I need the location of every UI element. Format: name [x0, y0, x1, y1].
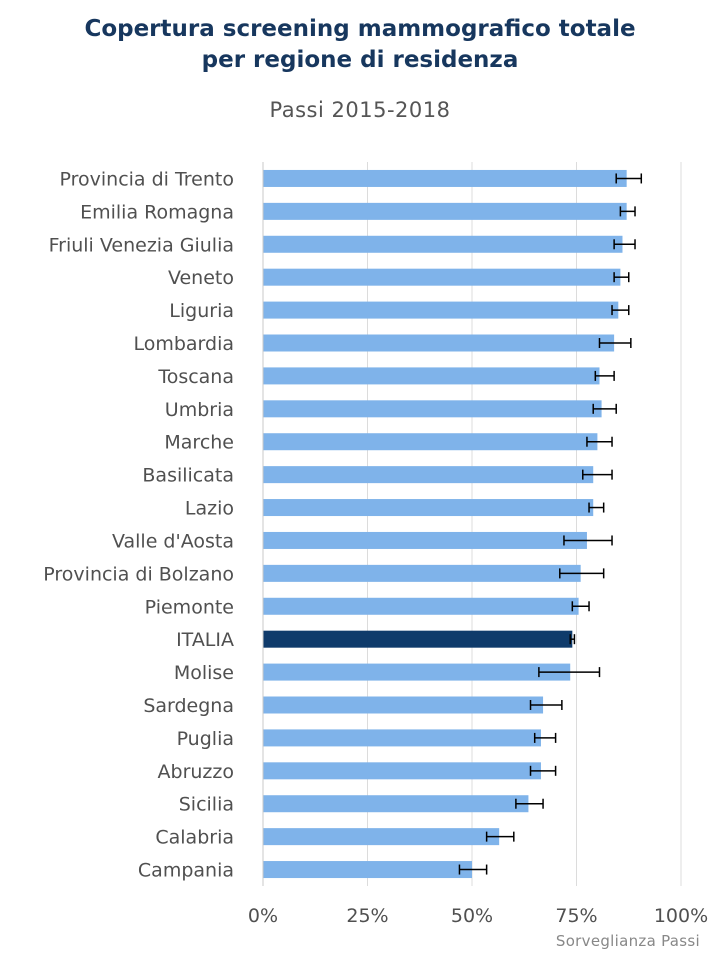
- bar-12: [263, 564, 581, 582]
- category-label: Toscana: [157, 366, 234, 388]
- bar-9: [263, 466, 594, 484]
- bar-18: [263, 762, 541, 780]
- category-label: Calabria: [155, 827, 234, 849]
- bar-17: [263, 729, 541, 747]
- category-label: Lazio: [185, 498, 234, 520]
- bar-8: [263, 433, 598, 451]
- category-label: Piemonte: [145, 596, 234, 618]
- bar-10: [263, 499, 594, 517]
- category-label: Liguria: [169, 300, 234, 322]
- category-label: Provincia di Bolzano: [43, 563, 234, 585]
- chart-title: Copertura screening mammografico totale …: [0, 14, 720, 76]
- category-label: Emilia Romagna: [80, 201, 234, 223]
- category-label: Molise: [174, 662, 234, 684]
- x-tick-label: 25%: [346, 905, 388, 927]
- bar-1: [263, 202, 627, 220]
- bar-5: [263, 334, 615, 352]
- category-label: Veneto: [168, 267, 234, 289]
- bar-19: [263, 795, 529, 813]
- category-label: Sardegna: [143, 695, 234, 717]
- category-label: Puglia: [177, 728, 234, 750]
- category-label: Friuli Venezia Giulia: [49, 234, 234, 256]
- bar-2: [263, 235, 623, 253]
- x-tick-label: 75%: [555, 905, 597, 927]
- category-label: Umbria: [165, 399, 234, 421]
- x-tick-label: 100%: [654, 905, 708, 927]
- x-tick-label: 50%: [451, 905, 493, 927]
- category-label: Campania: [138, 860, 234, 882]
- bar-11: [263, 531, 587, 549]
- chart-title-line1: Copertura screening mammografico totale: [84, 16, 636, 42]
- chart-title-line2: per regione di residenza: [201, 47, 519, 73]
- bar-3: [263, 268, 621, 286]
- bar-6: [263, 367, 600, 385]
- category-label: Basilicata: [142, 465, 234, 487]
- bar-7: [263, 400, 602, 418]
- bar-16: [263, 696, 544, 714]
- bar-14: [263, 630, 573, 648]
- category-label: Lombardia: [133, 333, 234, 355]
- category-label: Marche: [164, 432, 234, 454]
- bar-4: [263, 301, 619, 319]
- bar-20: [263, 828, 500, 846]
- category-label: Provincia di Trento: [59, 168, 234, 190]
- bar-13: [263, 597, 579, 615]
- bar-15: [263, 663, 571, 681]
- category-label: Valle d'Aosta: [112, 530, 234, 552]
- bar-21: [263, 861, 472, 879]
- bar-0: [263, 169, 627, 187]
- category-label: Sicilia: [179, 794, 234, 816]
- source-credit: Sorveglianza Passi: [555, 932, 700, 950]
- category-label: Abruzzo: [158, 761, 234, 783]
- x-tick-label: 0%: [248, 905, 278, 927]
- chart-subtitle: Passi 2015-2018: [269, 98, 451, 122]
- category-label: ITALIA: [176, 629, 234, 651]
